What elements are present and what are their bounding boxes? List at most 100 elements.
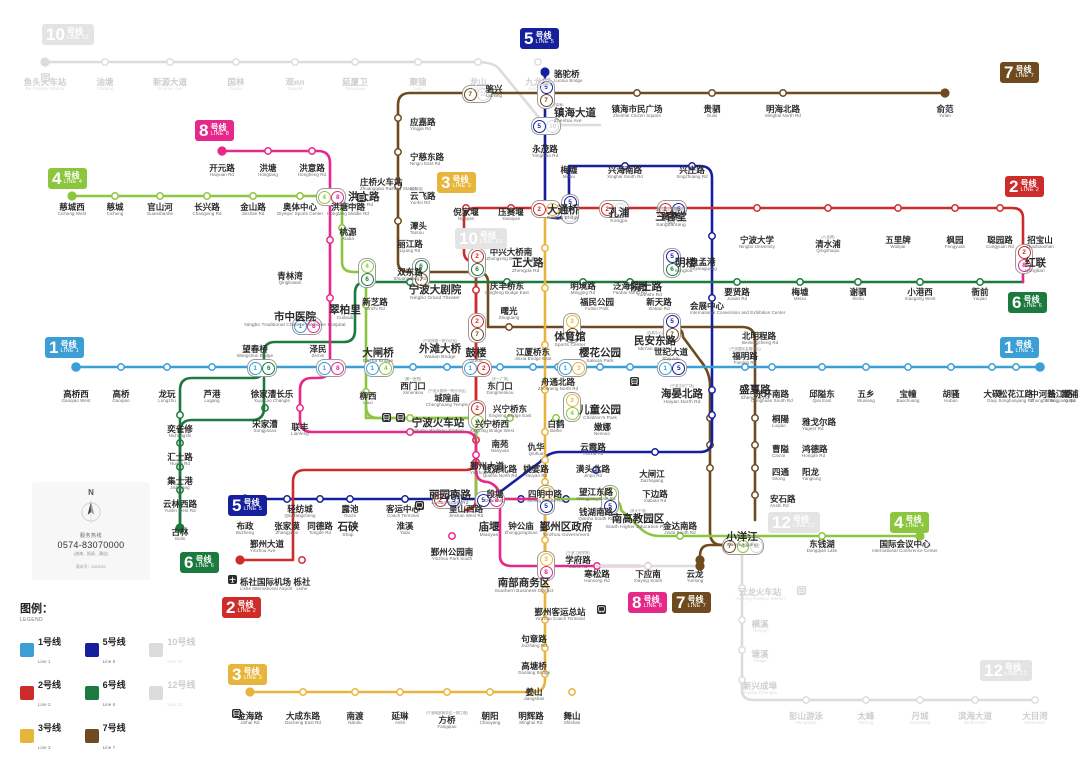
- station-label[interactable]: 汇士路 Huishi Rd: [167, 453, 193, 467]
- station-label[interactable]: 谢驷 Xiesu: [849, 288, 866, 302]
- station-label[interactable]: 大闸桥 Dazha Bridge: [362, 347, 394, 364]
- station-label[interactable]: 鄞州大道 Yinzhou Ave: [470, 462, 504, 476]
- station-label[interactable]: 丹城 Dancheng: [910, 712, 931, 726]
- station-label[interactable]: 奕雀修 Nichengshi: [167, 425, 193, 439]
- station-label[interactable]: 滨海大道 Binhai Ave: [958, 712, 992, 726]
- station-label[interactable]: 小洋江 Xiaoyangjiang: [726, 531, 758, 548]
- line-tag-10[interactable]: 10 号线 LINE 10: [455, 228, 507, 249]
- station-label[interactable]: 望江东路 Wangjiang East Rd: [576, 488, 615, 502]
- station-label[interactable]: 龙玩 Longzhu: [158, 390, 176, 404]
- interchange-station[interactable]: 5 10: [531, 117, 561, 135]
- station-label[interactable]: 朝阳 Chaoyang: [480, 712, 501, 726]
- station-label[interactable]: 兴庄路 Xingzhuang Rd: [676, 166, 707, 180]
- station-label[interactable]: 聪园路 Congyuan Rd: [986, 236, 1014, 250]
- station-label[interactable]: (天一广场) 东门口 Dongmenkou: [486, 377, 513, 395]
- station-label[interactable]: 同德路 Tongde Rd: [307, 522, 333, 536]
- station-label[interactable]: 高塘桥 Gaotang Bridge: [518, 662, 550, 676]
- station-label[interactable]: 贵驷 Guisi: [703, 105, 720, 119]
- station-label[interactable]: 彭山游泳 Pengshan: [789, 712, 823, 726]
- station-label[interactable]: 小港西 Xiaogang West: [905, 288, 936, 302]
- station-label[interactable]: 国林 Guolin: [227, 78, 244, 92]
- station-label[interactable]: 樱花公园 Sakura Park: [579, 347, 621, 364]
- station-label[interactable]: 镇海市民广场 Zhenhai Citizen Square: [611, 105, 662, 119]
- station-label[interactable]: 栎社国际机场 Lishe International Airport: [240, 578, 293, 592]
- line-tag-8[interactable]: 8 号线 LINE 8: [195, 120, 235, 141]
- station-label[interactable]: 应嘉路 Yingjia Rd: [410, 118, 436, 132]
- station-label[interactable]: 南苑 Nanyuan: [491, 440, 509, 454]
- station-label[interactable]: 庄桥火车站 Zhuangqiao Railway Station: [360, 178, 417, 192]
- station-label[interactable]: 宝幢 Baochuang: [896, 390, 919, 404]
- line-tag-1[interactable]: 1 号线 LINE 1: [1000, 337, 1040, 358]
- station-label[interactable]: (九龙湖) 清水浦 Qingshuipu: [815, 235, 841, 253]
- station-label[interactable]: 钱湖北路 Qianhu North Rd: [483, 465, 517, 479]
- station-label[interactable]: 双东路 Shuangdong Rd: [393, 268, 426, 282]
- station-label[interactable]: 延琳 Anlin: [391, 712, 408, 726]
- line-tag-4[interactable]: 4 号线 LINE 4: [48, 168, 88, 189]
- station-label[interactable]: 阳龙 Yanglong: [802, 468, 821, 482]
- line-tag-12[interactable]: 12 号线 LINE 12: [980, 660, 1032, 681]
- station-label[interactable]: 骆驼桥 Luotuo Bridge: [554, 70, 583, 84]
- station-label[interactable]: 泽民 Zemin: [309, 345, 326, 359]
- line-tag-7[interactable]: 7 号线 LINE 7: [672, 592, 712, 613]
- station-label[interactable]: 倪家堰 Nijiayan: [453, 208, 479, 222]
- station-label[interactable]: 潭头 Tantou: [410, 222, 427, 236]
- legend-item[interactable]: 1号线 Line 1: [20, 632, 81, 668]
- station-label[interactable]: 庆丰桥东 Qingfeng Bridge East: [485, 282, 529, 296]
- station-label[interactable]: 大通桥 Datong Bridge: [547, 204, 579, 221]
- interchange-station[interactable]: 7 10: [462, 85, 492, 103]
- station-label[interactable]: 安石路 Anshi Rd: [770, 495, 796, 509]
- station-label[interactable]: 客运中心 Coach Terminal: [386, 505, 420, 519]
- station-label[interactable]: 太峰 Taifeng: [857, 712, 874, 726]
- station-label[interactable]: 开元路 Haiyuan Rd: [209, 164, 235, 178]
- station-label[interactable]: 中兴大桥南 Zhongxing Bridge South: [486, 248, 535, 262]
- station-label[interactable]: 盘孟港 Anjimaguang: [690, 258, 717, 272]
- station-label[interactable]: 集士港 Jishigang: [167, 477, 193, 491]
- station-label[interactable]: (宁波文化广场) 海晏北路 Haiyan North Rd: [661, 384, 703, 405]
- station-label[interactable]: 舟通北路 Zhouneng North Rd: [538, 378, 578, 392]
- station-label[interactable]: 庙堰 Miaoyan: [479, 521, 500, 538]
- line-tag-1[interactable]: 1 号线 LINE 1: [45, 337, 85, 358]
- station-label[interactable]: 新芝路 Xinzhi Rd: [362, 298, 388, 312]
- station-label[interactable]: 儿童公园 Children's Park: [579, 404, 621, 421]
- station-label[interactable]: 鄞州区政府 Yinzhou Government: [540, 521, 593, 538]
- station-label[interactable]: 仇华 Qiuhua: [527, 443, 544, 457]
- station-label[interactable]: 聚锦 Jujin: [409, 78, 426, 92]
- station-label[interactable]: 世纪大道 Shiji Ave: [654, 348, 688, 362]
- line-tag-4[interactable]: 4 号线 LINE 4: [890, 512, 930, 533]
- station-label[interactable]: 龙山 Longshan: [468, 78, 488, 92]
- station-label[interactable]: 延厦卫 Yanxiawei: [342, 78, 368, 92]
- station-label[interactable]: 桃源 Xiaba: [339, 228, 356, 242]
- station-label[interactable]: 东环南路 Donghuan South Rd: [751, 390, 793, 404]
- legend-item[interactable]: 10号线 Line 10: [149, 632, 210, 668]
- line-tag-5[interactable]: 5 号线 LINE 5: [520, 28, 560, 49]
- station-label[interactable]: 兴海南路 Xinghai South Rd: [607, 166, 643, 180]
- station-label[interactable]: 俞范 Yufan: [936, 105, 953, 119]
- station-label[interactable]: 泛海北路 Fanhai North Rd: [613, 282, 647, 296]
- legend-item[interactable]: 6号线 Line 6: [84, 675, 146, 711]
- station-label[interactable]: 盛夏路 Shengxia Rd: [739, 384, 771, 401]
- station-label[interactable]: 鄞州大道 Yinzhou Ave: [250, 540, 284, 554]
- station-label[interactable]: 兴宁桥东 Xingning Bridge East: [488, 405, 531, 419]
- station-label[interactable]: 姜山 Jiangshan: [524, 688, 545, 702]
- station-label[interactable]: 洪塘 Hongtang: [258, 164, 278, 178]
- line-tag-3[interactable]: 3 号线 LINE 3: [437, 172, 477, 193]
- station-label[interactable]: 国际会议中心 International Conference Center: [872, 540, 938, 554]
- station-label[interactable]: 露池 Ouchi: [341, 505, 358, 519]
- station-label[interactable]: 兴宁桥西 Xingning Bridge West: [470, 420, 514, 434]
- station-label[interactable]: (胜陆路) 云飞路 Yunfei Rd: [410, 187, 436, 205]
- station-label[interactable]: 骆兴 Luoxing: [485, 85, 502, 99]
- station-label[interactable]: 衙前 Yaqian: [971, 288, 988, 302]
- station-label[interactable]: 云霞路 Yunxia Rd: [580, 443, 606, 457]
